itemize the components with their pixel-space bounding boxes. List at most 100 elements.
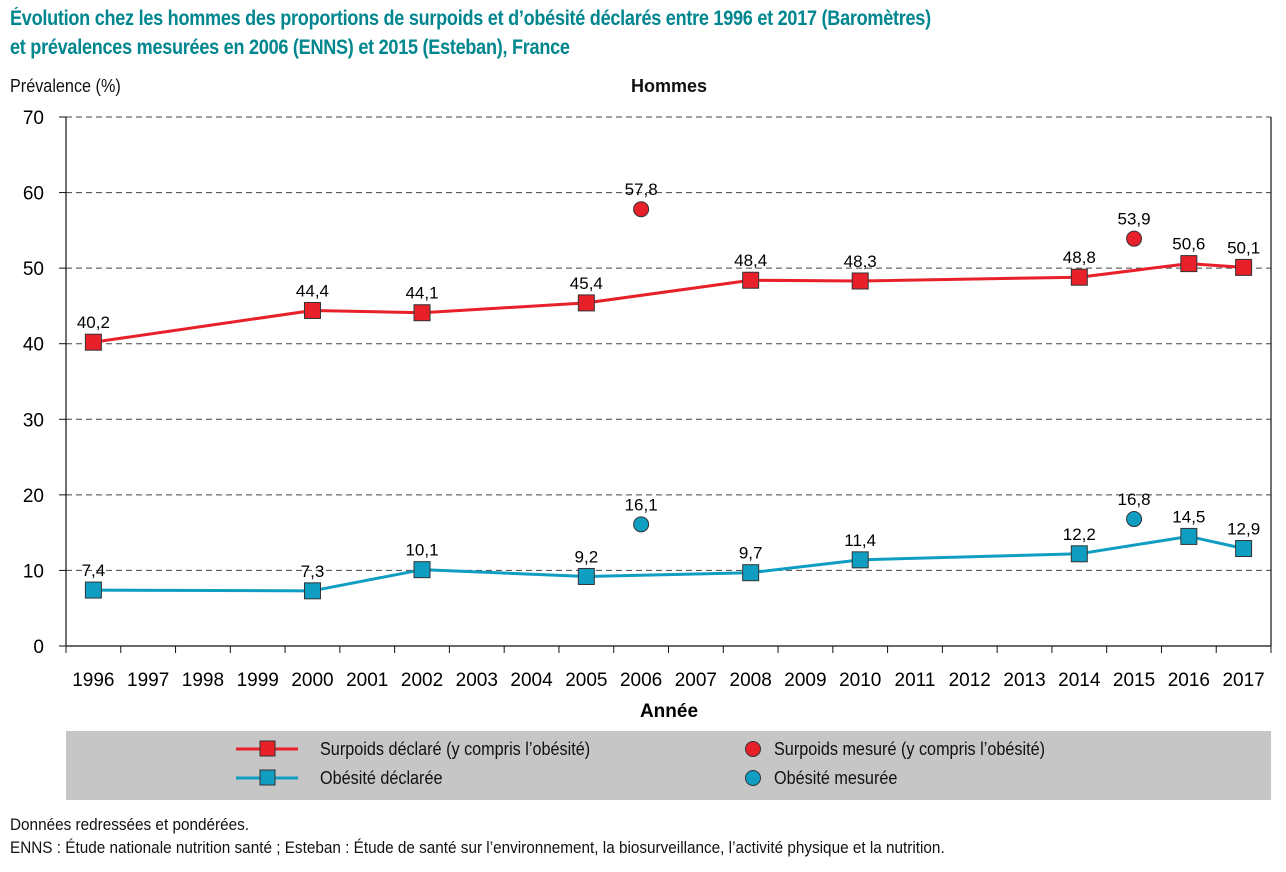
chart-title: Évolution chez les hommes des proportion… (10, 4, 931, 62)
x-tick-label: 2002 (401, 670, 443, 691)
x-tick-label: 2006 (620, 670, 662, 691)
data-point-square (1070, 545, 1088, 563)
data-label: 45,4 (570, 274, 603, 293)
series-1: 7,4 7,3 10,1 9,2 9,7 11,4 12,2 14,5 12,9 (82, 507, 1260, 600)
x-tick-label: 1998 (182, 670, 224, 691)
x-tick-label: 2012 (949, 670, 991, 691)
series-line (93, 534, 1244, 593)
legend-circle-blue-icon (745, 770, 761, 786)
x-tick-label: 1996 (72, 670, 114, 691)
data-label: 48,4 (734, 251, 767, 270)
legend-item-surpoids-declare: Surpoids déclaré (y compris l’obésité) (236, 738, 620, 760)
x-tick-label: 2013 (1003, 670, 1045, 691)
data-point-square (303, 301, 321, 319)
legend-label: Obésité mesurée (774, 767, 898, 788)
y-tick-label: 60 (23, 184, 44, 205)
chart-plot: 0 10 20 30 40 50 60 70 1996 1997 1998 1999 2000 2001 2… (23, 108, 1272, 722)
data-point-square (1235, 258, 1253, 276)
data-point-square (742, 564, 760, 582)
x-tick-label: 2004 (510, 670, 553, 691)
x-tick-label: 2016 (1168, 670, 1210, 691)
data-label: 9,2 (575, 547, 599, 566)
x-tick-label: 2009 (784, 670, 826, 691)
data-label: 9,7 (739, 544, 763, 563)
data-point-square (851, 272, 869, 290)
legend-label: Surpoids déclaré (y compris l’obésité) (320, 738, 591, 759)
data-point-square (1070, 268, 1088, 286)
y-tick-label: 40 (23, 335, 44, 356)
data-point-square (1180, 527, 1198, 545)
series-2: 57,8 53,9 (625, 180, 1151, 247)
data-point-square (1180, 255, 1198, 273)
legend-line-square-red-icon (236, 740, 298, 757)
series-0: 40,2 44,4 44,1 45,4 48,4 48,3 48,8 50,6 50,1 (77, 235, 1260, 351)
data-point-square (84, 333, 102, 351)
legend-item-surpoids-mesure: Surpoids mesuré (y compris l’obésité) (744, 738, 1075, 760)
y-tick-label: 10 (23, 561, 44, 582)
data-point-circle (633, 516, 650, 533)
data-point-square (742, 271, 760, 289)
x-tick-label: 2008 (730, 670, 772, 691)
x-tick-label: 2001 (346, 670, 388, 691)
data-label: 57,8 (625, 180, 658, 199)
gridlines (66, 116, 1271, 571)
data-point-square (577, 294, 595, 312)
data-point-square (851, 551, 869, 569)
x-tick-label: 2005 (565, 670, 607, 691)
y-tick-label: 50 (23, 259, 44, 280)
data-point-square (84, 581, 102, 599)
x-tick-label: 1999 (237, 670, 279, 691)
legend-label: Obésité déclarée (320, 767, 443, 788)
y-tick-label: 0 (33, 637, 44, 658)
axes: 0 10 20 30 40 50 60 70 1996 1997 1998 1999 2000 2001 2… (23, 108, 1272, 691)
legend-line-square-blue-icon (236, 769, 298, 786)
legend-circle-red-icon (745, 741, 761, 757)
data-point-circle (1126, 230, 1143, 247)
data-label: 10,1 (405, 541, 438, 560)
y-axis-label: Prévalence (%) (10, 76, 121, 96)
data-point-square (413, 561, 431, 579)
x-tick-label: 2003 (456, 670, 498, 691)
data-label: 53,9 (1118, 210, 1151, 229)
data-label: 44,1 (405, 284, 438, 303)
data-point-square (1235, 540, 1253, 558)
footnote-1: Données redressées et pondérées. (10, 815, 250, 834)
data-point-square (303, 582, 321, 600)
x-tick-label: 2017 (1222, 670, 1264, 691)
y-tick-label: 20 (23, 486, 44, 507)
data-point-circle (1126, 511, 1143, 528)
data-point-square (413, 304, 431, 322)
data-point-circle (633, 201, 650, 218)
x-tick-label: 2011 (895, 670, 936, 691)
x-axis-label: Année (640, 701, 698, 722)
data-label: 12,9 (1227, 520, 1260, 539)
data-label: 11,4 (844, 531, 876, 550)
x-tick-label: 2015 (1113, 670, 1155, 691)
x-tick-label: 2007 (675, 670, 717, 691)
footnote-2: ENNS : Étude nationale nutrition santé ;… (10, 838, 945, 857)
data-point-square (577, 567, 595, 585)
series-layer: 40,244,4 44,145,448,4 48,3 48,850,6 50,17,4 7… (77, 180, 1260, 600)
data-label: 14,5 (1172, 507, 1205, 526)
y-tick-label: 70 (23, 108, 44, 129)
series-3: 16,1 16,8 (625, 490, 1151, 533)
chart-title-line-2: et prévalences mesurées en 2006 (ENNS) e… (10, 36, 570, 59)
chart-title-line-1: Évolution chez les hommes des proportion… (10, 7, 931, 30)
legend-item-obesite-mesuree: Obésité mesurée (744, 767, 911, 789)
y-tick-label: 30 (23, 410, 44, 431)
data-label: 48,8 (1063, 248, 1096, 267)
data-label: 40,2 (77, 313, 110, 332)
data-label: 16,8 (1118, 490, 1151, 509)
data-label: 50,6 (1172, 235, 1205, 254)
x-tick-label: 1997 (127, 670, 169, 691)
x-tick-label: 2000 (291, 670, 333, 691)
data-label: 16,1 (625, 495, 658, 514)
data-label: 48,3 (844, 252, 877, 271)
x-tick-label: 2014 (1058, 670, 1101, 691)
data-label: 12,2 (1063, 525, 1096, 544)
legend-item-obesite-declaree: Obésité déclarée (236, 767, 456, 789)
legend-label: Surpoids mesuré (y compris l’obésité) (774, 738, 1045, 759)
legend: Surpoids déclaré (y compris l’obésité) O… (66, 731, 1271, 800)
data-label: 50,1 (1227, 238, 1260, 257)
data-label: 7,3 (301, 562, 325, 581)
